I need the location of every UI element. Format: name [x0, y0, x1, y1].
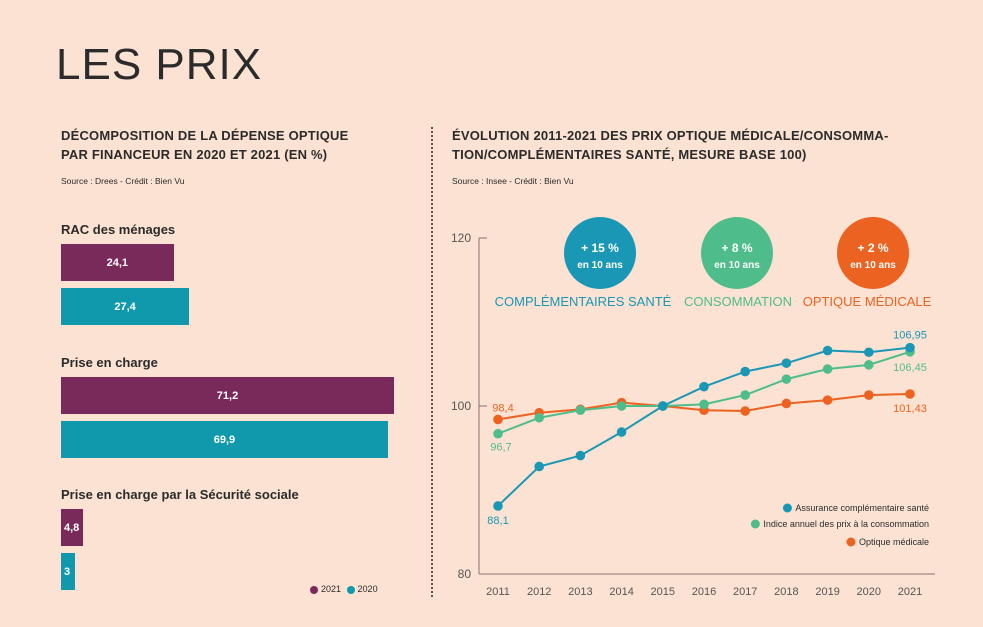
x-tick-label: 2017 — [733, 586, 757, 598]
point-label: 96,7 — [490, 442, 511, 454]
point-label: 98,4 — [492, 402, 513, 414]
right-source: Source : Insee - Crédit : Bien Vu — [452, 176, 574, 186]
bar-2021: 4,8 — [61, 509, 84, 546]
point-label: 106,95 — [893, 330, 927, 342]
data-point — [864, 390, 874, 400]
legend-swatch — [782, 503, 792, 513]
callout-subtext: en 10 ans — [850, 260, 896, 271]
callout-name: CONSOMMATION — [684, 294, 792, 309]
left-chart-title: DÉCOMPOSITION DE LA DÉPENSE OPTIQUE PAR … — [61, 126, 349, 164]
x-tick-label: 2016 — [692, 586, 716, 598]
bar-category-label: Prise en charge — [61, 355, 158, 370]
bar-value-label: 71,2 — [216, 389, 239, 402]
data-point — [493, 428, 503, 439]
series-line — [497, 350, 911, 435]
data-point — [864, 347, 874, 358]
data-point — [534, 461, 544, 472]
legend-swatch — [750, 519, 760, 529]
x-tick-label: 2020 — [857, 586, 881, 598]
data-point — [493, 501, 503, 511]
callout-percent: + 2 % — [857, 241, 888, 255]
data-point — [740, 366, 750, 377]
bar-legend: 2021 2020 — [310, 584, 378, 594]
data-point — [740, 390, 750, 400]
bar-2020: 27,4 — [61, 288, 190, 325]
data-point — [658, 401, 668, 411]
point-label: 88,1 — [487, 515, 508, 527]
bar-value-label: 27,4 — [114, 300, 136, 313]
bar-value-label: 4,8 — [64, 521, 80, 534]
callout-circle — [837, 217, 909, 289]
data-point — [781, 398, 792, 409]
bar-2021: 24,1 — [61, 244, 174, 281]
x-tick-label: 2013 — [568, 586, 592, 598]
data-point — [575, 450, 586, 461]
callout-circle — [564, 217, 636, 289]
left-source: Source : Drees - Crédit : Bien Vu — [61, 176, 185, 186]
left-title-line2: PAR FINANCEUR EN 2020 ET 2021 (EN %) — [61, 147, 328, 162]
callout-percent: + 15 % — [581, 241, 619, 255]
data-point — [534, 412, 544, 423]
x-tick-label: 2019 — [815, 586, 839, 598]
legend-label: Optique médicale — [859, 537, 929, 547]
legend-2020-label: 2020 — [357, 584, 378, 594]
callout-subtext: en 10 ans — [577, 260, 623, 271]
data-point — [781, 358, 792, 368]
bar-category-label: RAC des ménages — [61, 222, 176, 237]
data-point — [699, 399, 709, 410]
x-tick-label: 2014 — [609, 586, 633, 598]
data-point — [822, 364, 833, 374]
callout-name: OPTIQUE MÉDICALE — [803, 294, 932, 309]
point-label: 106,45 — [893, 362, 927, 374]
legend-label: Indice annuel des prix à la consommation — [763, 519, 929, 529]
callout-percent: + 8 % — [721, 241, 752, 255]
right-title-line2: TION/COMPLÉMENTAIRES SANTÉ, MESURE BASE … — [452, 147, 807, 162]
legend-swatch — [846, 537, 856, 547]
legend-label: Assurance complémentaire santé — [795, 503, 929, 513]
y-tick-label: 100 — [451, 399, 471, 413]
data-point — [864, 360, 874, 370]
y-tick-label: 120 — [451, 231, 471, 245]
data-point — [781, 374, 792, 384]
legend-2020-swatch — [346, 585, 355, 594]
page-title: LES PRIX — [56, 40, 263, 89]
data-point — [822, 345, 833, 356]
data-point — [905, 342, 915, 353]
bar-value-label: 3 — [64, 565, 71, 578]
data-point — [699, 381, 709, 392]
legend-2021: 2021 — [310, 584, 341, 594]
bar-value-label: 69,9 — [213, 433, 236, 446]
callout-subtext: en 10 ans — [714, 260, 760, 271]
legend-2021-swatch — [310, 585, 318, 594]
data-point — [740, 406, 750, 416]
bar-2020: 69,9 — [61, 421, 388, 458]
x-tick-label: 2012 — [527, 586, 551, 598]
data-point — [616, 427, 627, 437]
right-title-line1: ÉVOLUTION 2011-2021 DES PRIX OPTIQUE MÉD… — [452, 128, 889, 143]
y-tick-label: 80 — [458, 567, 472, 581]
legend-2020: 2020 — [346, 584, 378, 594]
callout-name: COMPLÉMENTAIRES SANTÉ — [495, 294, 672, 309]
legend-2021-label: 2021 — [321, 584, 342, 594]
bar-2020: 3 — [61, 553, 76, 590]
section-divider — [431, 127, 433, 597]
x-tick-label: 2015 — [651, 586, 675, 598]
data-point — [905, 389, 915, 399]
x-tick-label: 2011 — [486, 586, 510, 598]
data-point — [822, 395, 833, 405]
right-chart-title: ÉVOLUTION 2011-2021 DES PRIX OPTIQUE MÉD… — [452, 126, 888, 164]
data-point — [493, 414, 503, 425]
x-tick-label: 2021 — [898, 586, 922, 598]
point-label: 101,43 — [893, 403, 927, 415]
bar-category-label: Prise en charge par la Sécurité sociale — [61, 487, 299, 502]
data-point — [575, 405, 586, 416]
series-line — [497, 346, 911, 507]
left-title-line1: DÉCOMPOSITION DE LA DÉPENSE OPTIQUE — [61, 128, 349, 143]
bar-value-label: 24,1 — [106, 256, 129, 269]
callout-circle — [701, 217, 773, 289]
data-point — [616, 401, 627, 411]
x-tick-label: 2018 — [774, 586, 798, 598]
bar-2021: 71,2 — [61, 377, 394, 414]
